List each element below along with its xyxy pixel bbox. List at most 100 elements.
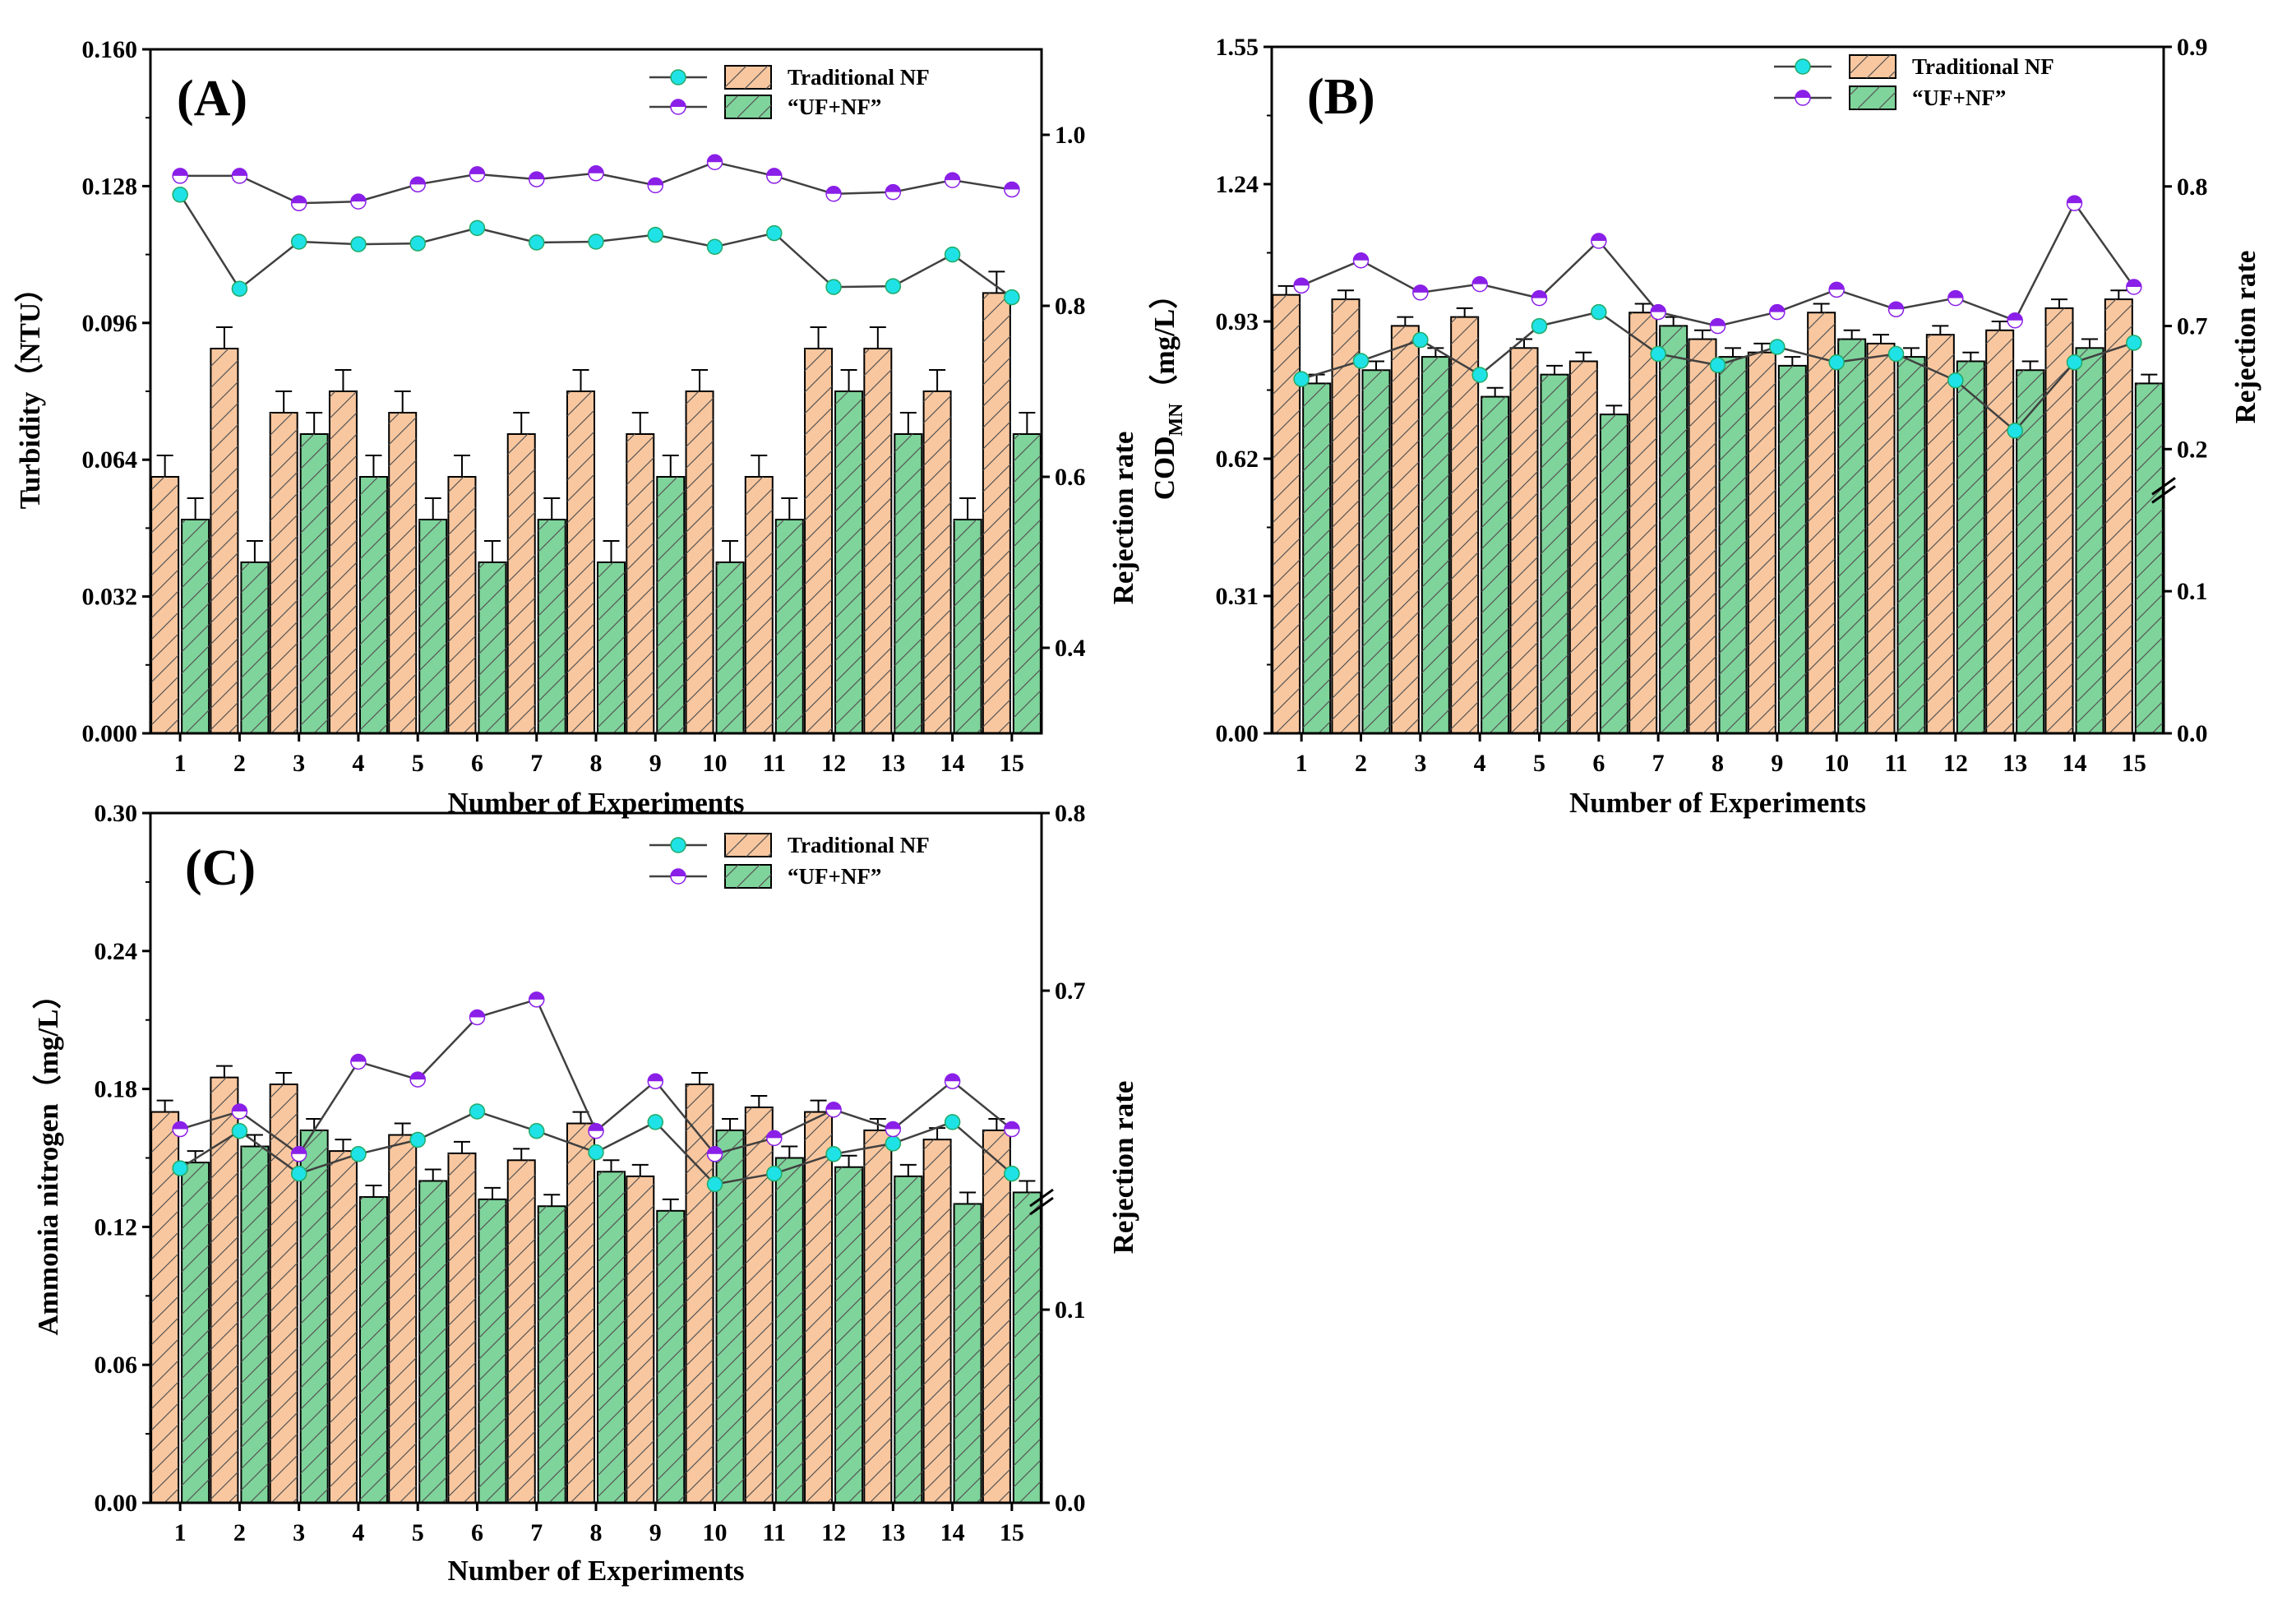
marker-ufnf-6-half xyxy=(1591,233,1606,241)
bar-ufnf-11-hatch xyxy=(775,1158,803,1503)
x-tick-label: 7 xyxy=(1652,750,1665,777)
marker-ufnf-12-half xyxy=(826,1102,842,1110)
y-tick-label: 0.06 xyxy=(95,1352,138,1379)
legend-label-traditional: Traditional NF xyxy=(788,65,930,90)
bar-traditional-13-hatch xyxy=(1986,330,2014,733)
marker-ufnf-5-half xyxy=(410,177,426,185)
bar-ufnf-1-hatch xyxy=(182,520,210,733)
marker-ufnf-13-half xyxy=(885,184,901,192)
y-tick-label: 0.93 xyxy=(1216,308,1259,335)
marker-traditional-6 xyxy=(1591,303,1607,321)
legend: Traditional NF “UF+NF” xyxy=(649,833,930,889)
bar-ufnf-11-hatch xyxy=(775,520,803,733)
y-tick-label: 0.00 xyxy=(95,1490,138,1517)
marker-ufnf-15-half xyxy=(1004,182,1019,190)
bar-ufnf-13-hatch xyxy=(894,434,922,733)
legend-swatch-hatch xyxy=(725,865,771,888)
bar-ufnf-5-hatch xyxy=(1541,374,1568,733)
y-right-tick-label: 0.0 xyxy=(2177,720,2208,747)
bar-ufnf-7-hatch xyxy=(538,1206,566,1503)
marker-ufnf-9-half xyxy=(1769,304,1785,312)
y-right-tick-label: 0.8 xyxy=(2177,173,2208,201)
bar-ufnf-1-hatch xyxy=(182,1162,210,1503)
legend-label-traditional: Traditional NF xyxy=(1912,54,2054,79)
axis-break-mark xyxy=(1029,1188,1054,1208)
y-tick-label: 0.000 xyxy=(82,720,138,747)
bar-traditional-8-hatch xyxy=(567,1123,594,1503)
bar-ufnf-12-hatch xyxy=(835,1167,863,1503)
bar-ufnf-12-hatch xyxy=(835,391,863,733)
y-right-tick-label: 0.1 xyxy=(1055,1296,1086,1324)
x-tick-label: 11 xyxy=(1884,750,1907,777)
bar-traditional-7-hatch xyxy=(507,1160,535,1503)
marker-traditional-11 xyxy=(1887,345,1905,363)
bar-traditional-12-hatch xyxy=(1926,335,1954,733)
marker-ufnf-7-half xyxy=(1651,304,1666,312)
bar-ufnf-6-hatch xyxy=(1600,414,1628,733)
marker-ufnf-4-half xyxy=(350,1054,366,1062)
marker-ufnf-6-half xyxy=(469,1010,485,1018)
bar-traditional-4-hatch xyxy=(1451,317,1479,733)
bar-traditional-6-hatch xyxy=(448,1153,476,1503)
marker-ufnf-3-half xyxy=(291,1146,307,1154)
bar-traditional-8-hatch xyxy=(1689,339,1716,733)
x-tick-label: 11 xyxy=(763,750,786,777)
marker-traditional-10 xyxy=(706,1176,723,1193)
bar-ufnf-5-hatch xyxy=(419,520,447,733)
bar-traditional-1-hatch xyxy=(1273,294,1300,733)
marker-traditional-5 xyxy=(409,235,426,252)
bar-traditional-14-hatch xyxy=(923,1139,951,1503)
marker-traditional-10 xyxy=(706,238,723,255)
marker-traditional-13 xyxy=(885,1135,902,1152)
x-tick-label: 15 xyxy=(1000,750,1024,777)
bar-ufnf-7-hatch xyxy=(1660,326,1688,733)
marker-traditional-3 xyxy=(290,1165,307,1182)
bar-traditional-1-hatch xyxy=(151,1111,179,1503)
x-tick-label: 1 xyxy=(1296,750,1308,777)
x-tick-label: 2 xyxy=(233,750,246,777)
marker-ufnf-12-half xyxy=(826,186,842,194)
bar-traditional-15-hatch xyxy=(982,1130,1010,1503)
bar-traditional-5-hatch xyxy=(389,413,417,733)
marker-ufnf-2-half xyxy=(1353,252,1369,261)
y-tick-label: 0.30 xyxy=(95,800,138,827)
bar-traditional-9-hatch xyxy=(1748,352,1776,733)
bar-traditional-10-hatch xyxy=(686,391,714,733)
marker-ufnf-8-half xyxy=(589,1123,603,1131)
bar-traditional-2-hatch xyxy=(210,349,238,733)
x-tick-label: 14 xyxy=(2063,750,2087,777)
legend-label-ufnf: “UF+NF” xyxy=(788,864,881,889)
y-axis-title: Ammonia nitrogen（mg/L） xyxy=(32,981,64,1336)
y-tick-label: 0.160 xyxy=(82,36,138,63)
bar-traditional-7-hatch xyxy=(1629,312,1657,733)
y-tick-label: 1.24 xyxy=(1216,171,1259,198)
x-tick-label: 12 xyxy=(821,1519,846,1546)
marker-traditional-8 xyxy=(1709,357,1726,373)
bar-traditional-13-hatch xyxy=(864,1130,892,1503)
marker-ufnf-8-half xyxy=(1710,318,1725,326)
marker-ufnf-1-half xyxy=(1294,278,1310,286)
bar-ufnf-4-hatch xyxy=(1481,396,1509,733)
bar-traditional-1-hatch xyxy=(151,477,179,733)
bar-ufnf-8-hatch xyxy=(1719,357,1747,733)
legend: Traditional NF “UF+NF” xyxy=(649,65,930,119)
x-tick-label: 14 xyxy=(940,1519,965,1546)
marker-ufnf-8-half xyxy=(589,165,603,173)
marker-ufnf-11-half xyxy=(1888,302,1904,310)
bar-traditional-15-hatch xyxy=(982,293,1010,733)
marker-ufnf-6-half xyxy=(469,166,485,174)
marker-ufnf-1-half xyxy=(173,168,188,176)
x-tick-label: 5 xyxy=(1533,750,1545,777)
marker-ufnf-3-half xyxy=(1412,284,1428,293)
y-axis-title-main: COD xyxy=(1148,436,1180,500)
marker-ufnf-10-half xyxy=(707,155,723,163)
marker-traditional-2 xyxy=(231,1122,248,1139)
marker-traditional-2 xyxy=(1352,353,1370,369)
bar-ufnf-10-hatch xyxy=(1838,339,1866,733)
bar-traditional-11-hatch xyxy=(745,477,773,733)
marker-ufnf-7-half xyxy=(529,991,544,1000)
marker-ufnf-14-half xyxy=(2067,196,2082,204)
x-tick-label: 14 xyxy=(940,750,965,777)
x-tick-label: 6 xyxy=(471,1519,483,1546)
